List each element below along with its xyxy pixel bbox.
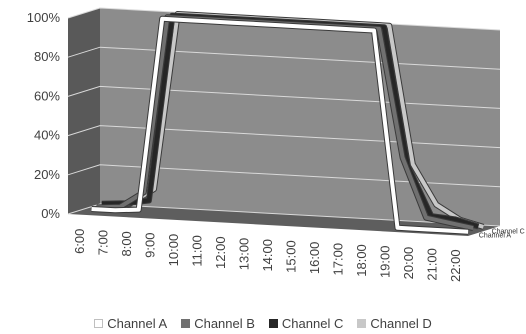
x-tick-label: 15:00 xyxy=(284,240,299,273)
chart-walls xyxy=(68,8,500,236)
y-tick-label: 20% xyxy=(34,167,60,182)
x-tick-label: 19:00 xyxy=(378,246,393,279)
y-tick-label: 80% xyxy=(34,49,60,64)
x-tick-label: 18:00 xyxy=(354,244,369,277)
gridline xyxy=(67,46,501,70)
series-line xyxy=(91,16,469,234)
legend-label: Channel B xyxy=(194,315,255,331)
y-axis-ticks: 0% 20% 40% 60% 80% 100% xyxy=(27,10,61,221)
gridline xyxy=(67,203,501,227)
legend: Channel A Channel B Channel C Channel D xyxy=(0,313,526,333)
x-tick-label: 7:00 xyxy=(95,230,110,255)
legend-label: Channel A xyxy=(107,315,168,331)
series-lines xyxy=(91,11,485,235)
x-tick-label: 11:00 xyxy=(189,235,204,267)
gridline xyxy=(67,125,501,149)
legend-swatch xyxy=(181,318,191,328)
back-wall xyxy=(100,8,500,226)
x-tick-label: 8:00 xyxy=(119,231,134,256)
x-tick-label: 12:00 xyxy=(213,236,228,269)
x-tick-label: 10:00 xyxy=(166,234,181,267)
x-tick-label: 9:00 xyxy=(142,233,157,258)
x-tick-label: 14:00 xyxy=(260,239,275,272)
legend-entry: Channel A xyxy=(94,316,167,331)
depth-axis-label: Channel A xyxy=(479,233,512,240)
legend-entry: Channel B xyxy=(181,316,255,331)
y-tick-label: 40% xyxy=(34,128,60,143)
gridline xyxy=(67,85,501,109)
x-tick-label: 22:00 xyxy=(448,249,463,282)
gridline xyxy=(67,164,501,188)
x-tick-label: 6:00 xyxy=(72,229,87,254)
x-tick-label: 17:00 xyxy=(331,243,346,276)
legend-entry: Channel D xyxy=(357,315,432,331)
legend-entry: Channel C xyxy=(268,315,344,331)
y-tick-label: 0% xyxy=(41,206,60,221)
x-tick-label: 20:00 xyxy=(401,247,416,280)
floor xyxy=(68,204,500,236)
y-tick-label: 100% xyxy=(27,10,61,25)
legend-label: Channel D xyxy=(370,315,432,331)
side-wall xyxy=(68,8,100,214)
x-axis-ticks: 6:00 7:00 8:00 9:00 10:00 11:00 12:00 13:00 14:0… xyxy=(72,229,463,282)
x-tick-label: 16:00 xyxy=(307,242,322,275)
legend-swatch xyxy=(357,318,367,328)
depth-axis-label: Channel C xyxy=(492,229,525,236)
x-tick-label: 13:00 xyxy=(237,238,252,271)
legend-swatch xyxy=(268,318,278,328)
x-tick-label: 21:00 xyxy=(425,248,440,281)
legend-label: Channel C xyxy=(281,315,344,331)
legend-swatch xyxy=(94,318,104,328)
y-tick-label: 60% xyxy=(34,88,60,103)
